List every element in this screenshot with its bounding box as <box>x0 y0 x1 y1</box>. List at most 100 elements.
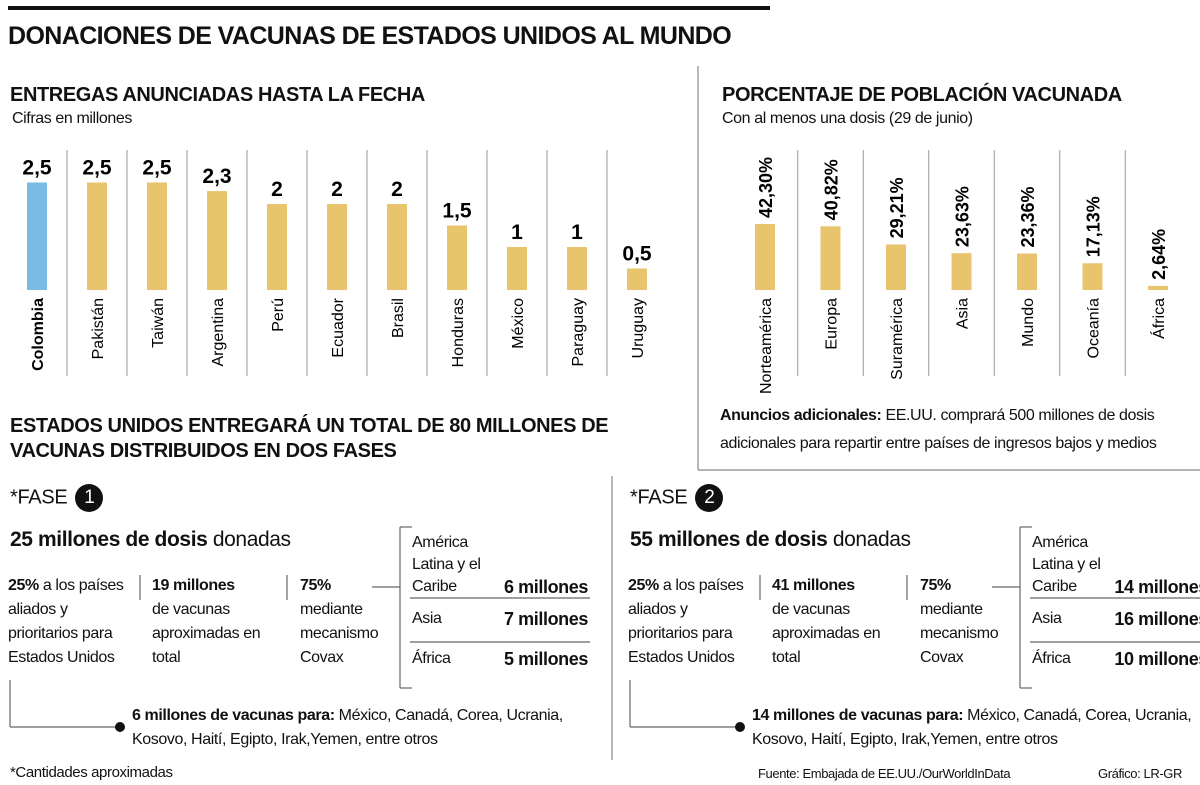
value-label: 2,5 <box>22 157 52 180</box>
value-label: 23,36% <box>1018 186 1038 247</box>
additional-text: EE.UU. comprará 500 millones de dosis ad… <box>720 407 1157 452</box>
phase-headline: 55 millones de dosis donadas <box>630 528 911 552</box>
section-title: ESTADOS UNIDOS ENTREGARÁ UN TOTAL DE 80 … <box>10 415 609 462</box>
value-label: 2,64% <box>1149 229 1169 280</box>
chart-title: PORCENTAJE DE POBLACIÓN VACUNADA <box>722 84 1122 106</box>
value-label: 42,30% <box>756 157 776 218</box>
recipients-label: 6 millones de vacunas para: <box>132 707 335 724</box>
value-label: 29,21% <box>887 177 907 238</box>
share-value: 25% <box>8 577 39 594</box>
source: Fuente: Embajada de EE.UU./OurWorldInDat… <box>758 766 1011 781</box>
phase-headline: 25 millones de dosis donadas <box>10 528 291 552</box>
category-label: Europa <box>824 298 841 350</box>
recipients: 6 millones de vacunas para: México, Cana… <box>132 704 572 752</box>
doses: 55 millones de dosis <box>630 528 828 551</box>
phase-label: *FASE 1 <box>10 484 104 512</box>
bar <box>87 182 107 290</box>
covax: 75% mediante mecanismo Covax <box>920 574 1000 670</box>
category-label: Colombia <box>30 298 47 371</box>
region-row: América Latina y el Caribe 6 millones <box>412 532 588 598</box>
category-label: Asia <box>955 298 972 329</box>
bar <box>507 247 527 290</box>
chart-subtitle: Con al menos una dosis (29 de junio) <box>722 110 973 127</box>
category-label: Norteamérica <box>758 298 775 394</box>
category-label: Honduras <box>450 298 467 367</box>
recipients-label: 14 millones de vacunas para: <box>752 707 964 724</box>
bar <box>1148 285 1168 290</box>
bar <box>147 182 167 290</box>
category-label: México <box>510 298 527 349</box>
footnote: *Cantidades aproximadas <box>10 764 173 781</box>
bar <box>267 204 287 290</box>
value-label: 2,5 <box>142 157 172 180</box>
total-text: de vacunas aproximadas en total <box>772 601 881 666</box>
bar <box>327 204 347 290</box>
value-label: 2,3 <box>202 165 231 188</box>
category-label: Pakistán <box>90 298 107 359</box>
bar <box>387 204 407 290</box>
doses-text: donadas <box>832 528 911 551</box>
value-label: 1,5 <box>442 200 472 223</box>
bar <box>567 247 587 290</box>
value-label: 1 <box>571 221 583 244</box>
region-amount: 14 millones <box>1114 577 1200 597</box>
value-label: 2 <box>331 178 343 201</box>
recipients-text: México, Canadá, Corea, Ucrania, Kosovo, … <box>132 707 563 748</box>
bar <box>1017 253 1037 290</box>
bar <box>627 268 647 290</box>
region-amount: 10 millones <box>1114 649 1200 669</box>
region-name: América Latina y el Caribe <box>1032 534 1101 595</box>
phase-name: *FASE <box>10 486 68 509</box>
category-label: Ecuador <box>330 297 347 357</box>
category-label: Perú <box>270 298 287 332</box>
region-name: América Latina y el Caribe <box>412 534 481 595</box>
connector-dot <box>115 722 125 732</box>
region-name: África <box>1032 650 1071 667</box>
region-row: América Latina y el Caribe 14 millones <box>1032 532 1200 598</box>
value-label: 40,82% <box>822 159 842 220</box>
page-title: DONACIONES DE VACUNAS DE ESTADOS UNIDOS … <box>8 22 732 50</box>
doses-text: donadas <box>212 528 291 551</box>
covax: 75% mediante mecanismo Covax <box>300 574 380 670</box>
covax-text: mediante mecanismo Covax <box>920 601 999 666</box>
bar <box>1082 263 1103 290</box>
share: 25% a los países aliados y prioritarios … <box>628 574 756 670</box>
doses: 25 millones de dosis <box>10 528 208 551</box>
recipients-text: México, Canadá, Corea, Ucrania, Kosovo, … <box>752 707 1192 748</box>
category-label: Mundo <box>1020 298 1037 347</box>
region-row: Asia 16 millones <box>1032 608 1200 630</box>
phase-badge: 1 <box>75 484 104 512</box>
category-label: Uruguay <box>630 298 647 358</box>
value-label: 2 <box>271 178 283 201</box>
covax-value: 75% <box>300 577 331 594</box>
total-value: 41 millones <box>772 577 855 594</box>
share-text: a los países aliados y prioritarios para… <box>8 577 124 666</box>
bar <box>447 225 467 290</box>
covax-value: 75% <box>920 577 951 594</box>
region-row: África 10 millones <box>1032 648 1200 670</box>
region-name: Asia <box>1032 610 1062 627</box>
bar <box>27 182 47 290</box>
region-amount: 7 millones <box>503 609 588 629</box>
category-label: Taiwán <box>150 298 167 348</box>
bar <box>820 226 841 290</box>
value-label: 1 <box>511 221 523 244</box>
total: 41 millones de vacunas aproximadas en tot… <box>772 574 897 670</box>
connector-dot <box>735 722 745 732</box>
phase-label: *FASE 2 <box>630 484 724 512</box>
phase-badge: 2 <box>695 484 724 512</box>
additional-label: Anuncios adicionales: <box>720 407 882 424</box>
share-value: 25% <box>628 577 659 594</box>
value-label: 2,5 <box>82 157 112 180</box>
phase-lines <box>9 526 1200 732</box>
category-label: África <box>1149 298 1168 339</box>
bar <box>886 244 906 290</box>
recipients: 14 millones de vacunas para: México, Can… <box>752 704 1192 752</box>
total: 19 millones de vacunas aproximadas en tot… <box>152 574 277 670</box>
additional-note: Anuncios adicionales: EE.UU. comprará 50… <box>720 402 1195 458</box>
total-value: 19 millones <box>152 577 235 594</box>
total-text: de vacunas aproximadas en total <box>152 601 261 666</box>
value-label: 23,63% <box>953 186 973 247</box>
